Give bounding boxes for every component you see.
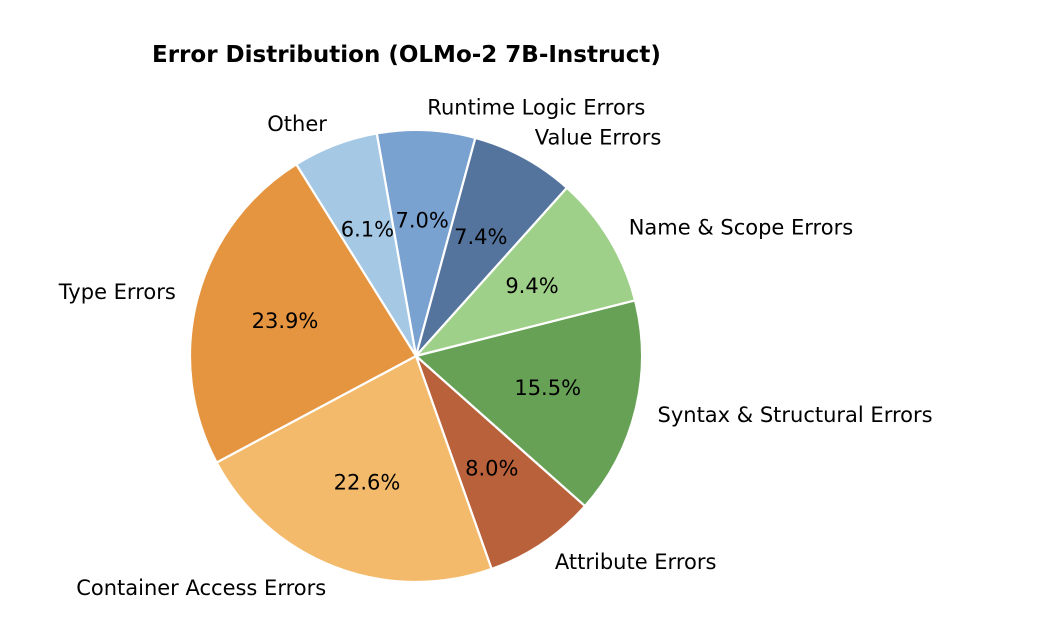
pie-slice-labels: Runtime Logic Errors Value Errors Name & S… — [58, 96, 933, 600]
slice-label-type-errors: Type Errors — [58, 280, 176, 304]
slice-label-other: Other — [267, 112, 327, 136]
pie-slice-syntax-structural-errors — [414, 299, 644, 508]
pie-pct-labels: 7.0%7.4% 9.4% 15.5% 8.0% 22.6% 23.9% 6.1% — [252, 209, 581, 495]
pie-slice-other — [295, 132, 418, 358]
slice-label-attribute-errors: Attribute Errors — [555, 550, 717, 574]
pie-slice-attribute-errors — [414, 354, 587, 571]
slice-label-value-errors: Value Errors — [535, 126, 661, 150]
pie-slice-container-access-errors — [215, 354, 493, 584]
pct-label-attribute-errors: 8.0% — [465, 457, 518, 481]
pie-wedges — [188, 128, 644, 584]
pct-label-container-access-errors: 22.6% — [334, 470, 401, 494]
slice-label-syntax-structural-errors: Syntax & Structural Errors — [658, 403, 933, 427]
slice-label-runtime-logic-errors: Runtime Logic Errors — [427, 96, 645, 120]
pie-slice-value-errors — [414, 136, 569, 358]
chart-title: Error Distribution (OLMo-2 7B-Instruct) — [152, 42, 661, 68]
pie-slice-type-errors — [188, 163, 418, 464]
pct-label-name-scope-errors: 9.4% — [505, 274, 558, 298]
pct-label-type-errors: 23.9% — [252, 309, 319, 333]
slice-label-container-access-errors: Container Access Errors — [76, 576, 326, 600]
pct-label-other: 6.1% — [341, 217, 394, 241]
pct-label-syntax-structural-errors: 15.5% — [514, 376, 581, 400]
pct-label-value-errors: 7.4% — [454, 225, 507, 249]
slice-label-name-scope-errors: Name & Scope Errors — [629, 215, 853, 239]
pct-label-runtime-logic-errors: 7.0% — [396, 209, 449, 233]
